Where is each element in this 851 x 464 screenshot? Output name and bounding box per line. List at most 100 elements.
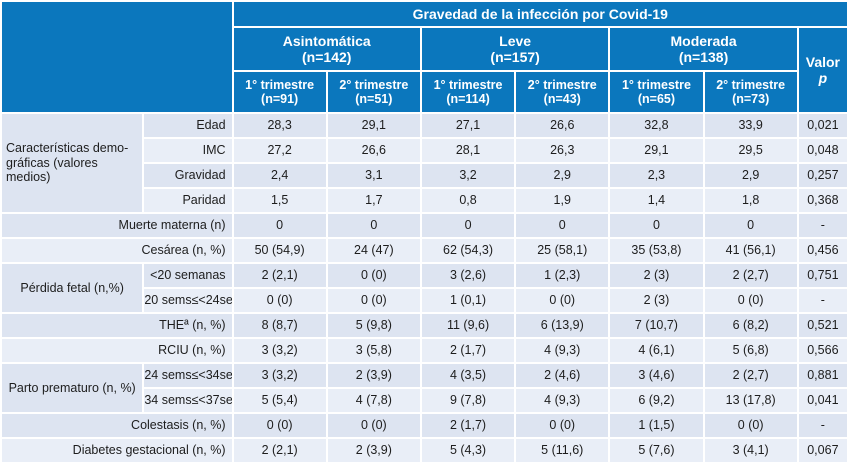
table-cell: 3 (2,6) [421,264,515,287]
table-cell: 0,8 [421,189,515,212]
group-name: Asintomática [282,32,371,49]
table-cell: 6 (9,2) [610,389,703,412]
table-cell: 2 (3,9) [327,439,420,462]
table-cell: 0 (0) [327,414,420,437]
table-cell: 2 (3,9) [327,364,420,387]
table-cell: 3 (4,1) [704,439,797,462]
table-cell: 2 (4,6) [516,364,609,387]
table-cell: 5 (11,6) [516,439,609,462]
trimester-label: 1° trimestre [245,77,315,92]
p-value-cell: 0,751 [798,264,847,287]
row-label: 34 sems≤<37sem [144,389,232,412]
table-cell: 28,3 [233,114,326,137]
table-cell: 11 (9,6) [421,314,515,337]
table-cell: 8 (8,7) [233,314,326,337]
p-value-cell: - [798,289,847,312]
table-cell: 0 (0) [516,414,609,437]
trimester-label: 2° trimestre [339,77,409,92]
p-value-cell: 0,048 [798,139,847,162]
group-header-asintomatica: Asintomática (n=142) [233,28,420,70]
p-value-cell: 0,041 [798,389,847,412]
table-cell: 2 (1,7) [421,339,515,362]
row-label: THEª (n, %) [2,314,232,337]
table-cell: 0 (0) [233,414,326,437]
table-cell: 0 (0) [516,289,609,312]
table-cell: 29,5 [704,139,797,162]
table-cell: 29,1 [610,139,703,162]
table-cell: 62 (54,3) [421,239,515,262]
table-row: Pérdida fetal (n,%) <20 semanas 2 (2,1) … [2,264,847,312]
table-row: Colestasis (n, %) 0 (0) 0 (0) 2 (1,7) 0 … [2,414,847,437]
table-cell: 1 (0,1) [421,289,515,312]
p-value-cell: - [798,414,847,437]
row-label: IMC [144,139,232,162]
table-row: Gravidad 2,4 3,1 3,2 2,9 2,3 2,9 0,257 [2,164,847,187]
table-cell: 0 (0) [704,414,797,437]
header-row-title: Gravedad de la infección por Covid-19 [2,2,847,112]
table-cell: 26,6 [327,139,420,162]
group-label-perdida-fetal: Pérdida fetal (n,%) [2,264,143,312]
subheader-6: 2° trimestre (n=73) [704,72,797,112]
table-cell: 2,3 [610,164,703,187]
table-cell: 4 (9,3) [516,389,609,412]
p-value-cell: 0,257 [798,164,847,187]
table-cell: 35 (53,8) [610,239,703,262]
table-cell: 29,1 [327,114,420,137]
table-cell: 0 (0) [327,264,420,287]
table-row: Muerte materna (n) 0 0 0 0 0 0 - [2,214,847,237]
table-row: Cesárea (n, %) 50 (54,9) 24 (47) 62 (54,… [2,239,847,262]
row-label: Cesárea (n, %) [2,239,232,262]
group-n: (n=157) [490,49,540,65]
table-cell: 27,2 [233,139,326,162]
trimester-n: (n=65) [637,92,676,106]
row-label: Colestasis (n, %) [2,414,232,437]
table-cell: 0 [516,214,609,237]
table-row: IMC 27,2 26,6 28,1 26,3 29,1 29,5 0,048 [2,139,847,162]
table-cell: 0 (0) [233,289,326,312]
table-cell: 2 (2,7) [704,264,797,287]
valor-p-header: Valor p [798,28,847,112]
table-cell: 2 (1,7) [421,414,515,437]
table-cell: 2 (2,1) [233,264,326,287]
group-label-parto-prematuro: Parto prematuro (n, %) [2,364,143,412]
table-cell: 5 (5,4) [233,389,326,412]
p-value-cell: 0,021 [798,114,847,137]
table-cell: 2 (3) [610,289,703,312]
group-n: (n=142) [302,49,352,65]
trimester-n: (n=73) [732,92,770,106]
table-cell: 2,9 [704,164,797,187]
table-cell: 6 (8,2) [704,314,797,337]
table-cell: 5 (7,6) [610,439,703,462]
table-cell: 1 (1,5) [610,414,703,437]
trimester-n: (n=51) [355,92,393,106]
table-row: 34 sems≤<37sem 5 (5,4) 4 (7,8) 9 (7,8) 4… [2,389,847,412]
header-row-trimesters: 1° trimestre (n=91) 2° trimestre (n=51) … [2,72,847,112]
table-cell: 32,8 [610,114,703,137]
group-name: Leve [499,32,532,49]
table-cell: 5 (4,3) [421,439,515,462]
valor-label: Valor [805,53,840,70]
p-value-cell: 0,521 [798,314,847,337]
group-name: Moderada [670,32,737,49]
table-row: Características demo-gráficas (valores m… [2,114,847,212]
table-cell: 26,6 [516,114,609,137]
group-label-caracteristicas: Características demo-gráficas (valores m… [2,114,143,212]
table-cell: 26,3 [516,139,609,162]
group-header-moderada: Moderada (n=138) [610,28,797,70]
table-cell: 0 [421,214,515,237]
table-cell: 0 (0) [327,289,420,312]
table-cell: 28,1 [421,139,515,162]
table-cell: 0 (0) [704,289,797,312]
row-label: RCIU (n, %) [2,339,232,362]
table-cell: 4 (9,3) [516,339,609,362]
row-label: Diabetes gestacional (n, %) [2,439,232,462]
trimester-label: 2° trimestre [716,77,786,92]
table-cell: 3,2 [421,164,515,187]
table-cell: 4 (7,8) [327,389,420,412]
header-row-groups: Asintomática (n=142) Leve (n=157) Modera… [2,28,847,112]
table-cell: 1,5 [233,189,326,212]
subheader-2: 2° trimestre (n=51) [327,72,420,112]
